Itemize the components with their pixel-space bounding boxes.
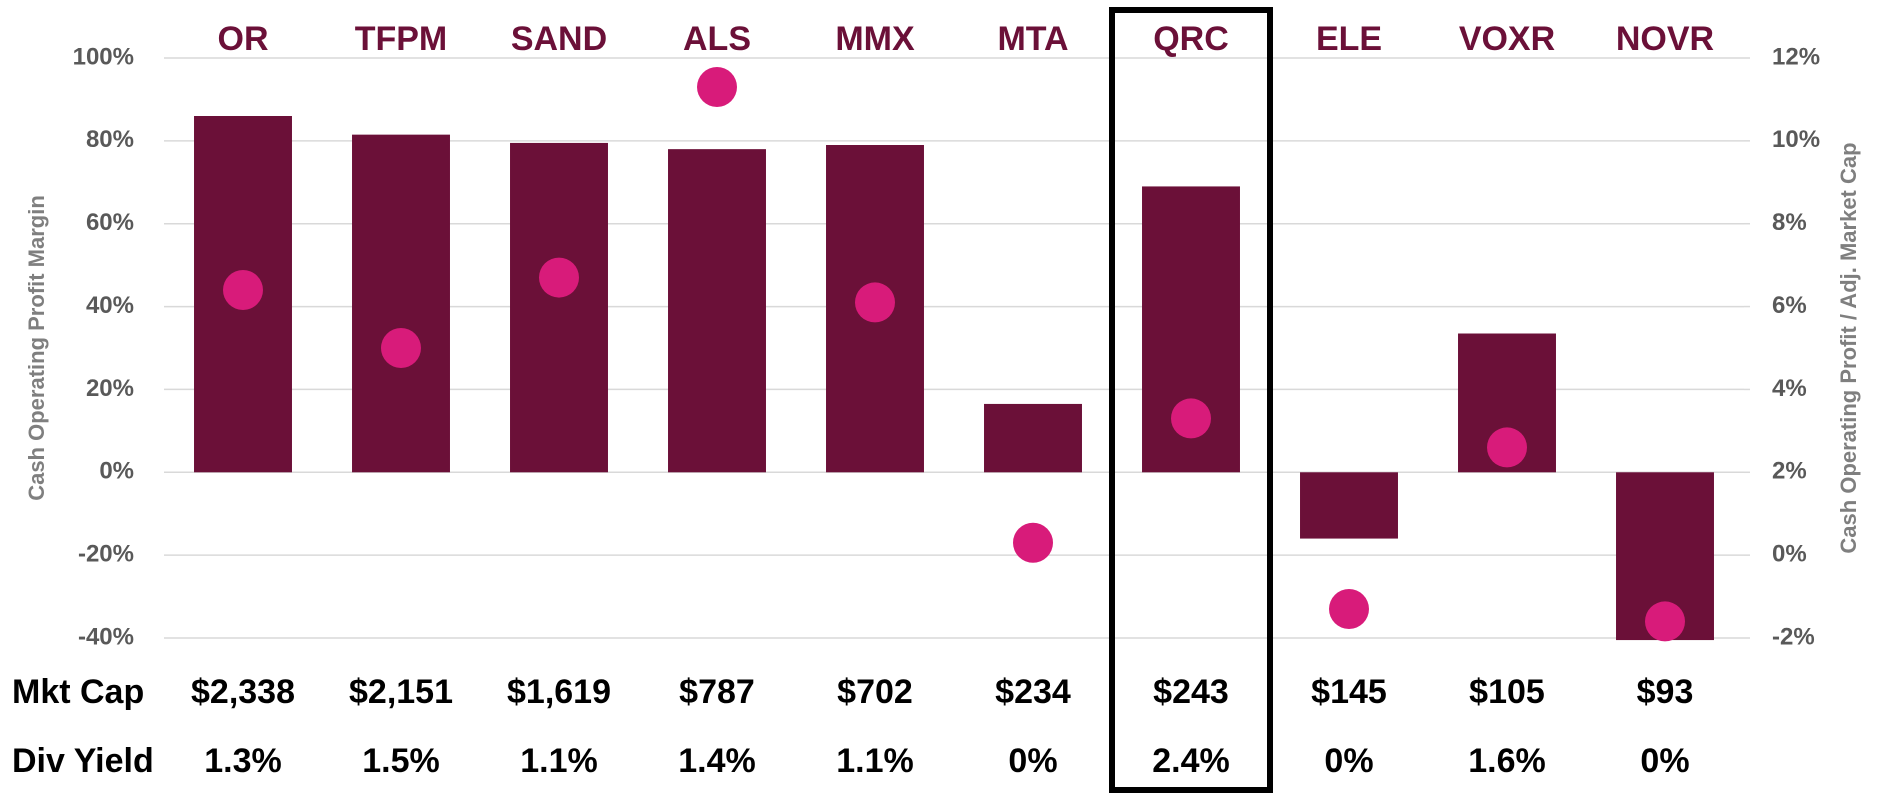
category-label: NOVR bbox=[1616, 20, 1714, 58]
table-cell: 0% bbox=[1324, 742, 1373, 780]
bar bbox=[1300, 472, 1398, 539]
table-cell: 2.4% bbox=[1152, 742, 1230, 780]
table-cell: 1.5% bbox=[362, 742, 440, 780]
y2-tick-label: 6% bbox=[1772, 292, 1807, 319]
dot bbox=[223, 270, 263, 310]
y2-tick-label: 0% bbox=[1772, 540, 1807, 567]
y2-tick-label: 4% bbox=[1772, 375, 1807, 402]
table-cell: $243 bbox=[1153, 673, 1229, 711]
table-cell: $702 bbox=[837, 673, 913, 711]
y-axis-label: Cash Operating Profit Margin bbox=[24, 195, 49, 501]
y-tick-label: -40% bbox=[78, 623, 134, 650]
y-tick-label: 100% bbox=[73, 43, 134, 70]
bar bbox=[352, 134, 450, 473]
dot bbox=[1013, 522, 1053, 563]
dot bbox=[1645, 601, 1685, 642]
category-label: ALS bbox=[683, 20, 751, 58]
category-label: OR bbox=[218, 20, 269, 58]
dot bbox=[697, 67, 737, 107]
table-cell: 1.3% bbox=[204, 742, 282, 780]
row-label: Mkt Cap bbox=[12, 673, 144, 711]
dot bbox=[855, 282, 895, 323]
table-cell: 1.4% bbox=[678, 742, 756, 780]
y2-tick-label: -2% bbox=[1772, 623, 1815, 650]
y-tick-label: 60% bbox=[86, 209, 134, 236]
category-label: VOXR bbox=[1459, 20, 1555, 58]
category-label: MMX bbox=[835, 20, 915, 58]
y-tick-label: 20% bbox=[86, 375, 134, 402]
highlight-box bbox=[1109, 7, 1273, 793]
dot bbox=[381, 328, 421, 368]
table-cell: $1,619 bbox=[507, 673, 611, 711]
table-cell: 1.1% bbox=[836, 742, 914, 780]
y-tick-label: 80% bbox=[86, 126, 134, 153]
y2-axis-label: Cash Operating Profit / Adj. Market Cap bbox=[1836, 142, 1861, 553]
y-tick-label: 0% bbox=[99, 458, 134, 485]
category-label: TFPM bbox=[355, 20, 448, 58]
table-cell: 0% bbox=[1640, 742, 1689, 780]
bar bbox=[984, 403, 1082, 473]
dot bbox=[1171, 398, 1211, 439]
table-cell: 1.6% bbox=[1468, 742, 1546, 780]
table-cell: $145 bbox=[1311, 673, 1387, 711]
table-cell: $234 bbox=[995, 673, 1071, 711]
bar bbox=[510, 142, 608, 473]
row-label: Div Yield bbox=[12, 742, 154, 780]
y2-tick-label: 10% bbox=[1772, 126, 1820, 153]
y-tick-label: 40% bbox=[86, 292, 134, 319]
dot bbox=[539, 257, 579, 298]
table-cell: 0% bbox=[1008, 742, 1057, 780]
category-label: SAND bbox=[511, 20, 607, 58]
y-tick-label: -20% bbox=[78, 540, 134, 567]
table-cell: $93 bbox=[1637, 673, 1694, 711]
table-cell: $2,151 bbox=[349, 673, 453, 711]
table-cell: $105 bbox=[1469, 673, 1545, 711]
bar bbox=[668, 149, 766, 473]
table-cell: $787 bbox=[679, 673, 755, 711]
category-label: MTA bbox=[997, 20, 1068, 58]
category-label: QRC bbox=[1153, 20, 1229, 58]
category-label: ELE bbox=[1316, 20, 1382, 58]
table-cell: $2,338 bbox=[191, 673, 295, 711]
dot bbox=[1487, 427, 1527, 468]
table-cell: 1.1% bbox=[520, 742, 598, 780]
y2-tick-label: 12% bbox=[1772, 43, 1820, 70]
y2-tick-label: 2% bbox=[1772, 458, 1807, 485]
y2-tick-label: 8% bbox=[1772, 209, 1807, 236]
dot bbox=[1329, 589, 1369, 629]
